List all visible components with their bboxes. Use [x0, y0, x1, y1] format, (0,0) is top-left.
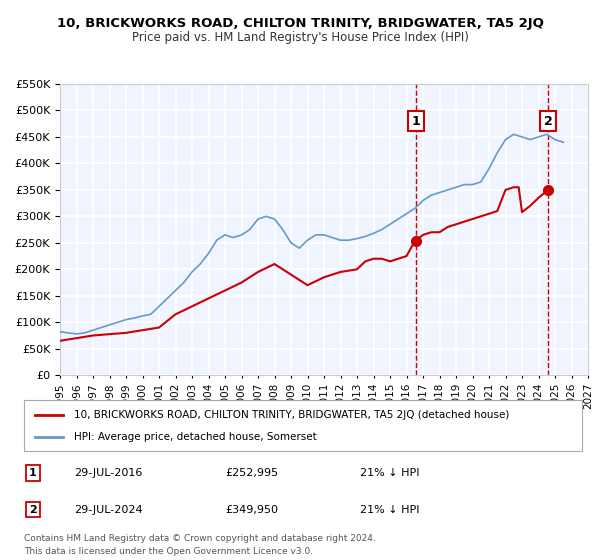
Text: 21% ↓ HPI: 21% ↓ HPI: [360, 468, 420, 478]
Text: Contains HM Land Registry data © Crown copyright and database right 2024.: Contains HM Land Registry data © Crown c…: [24, 534, 376, 543]
Text: 21% ↓ HPI: 21% ↓ HPI: [360, 505, 420, 515]
Text: 29-JUL-2016: 29-JUL-2016: [74, 468, 142, 478]
Text: 10, BRICKWORKS ROAD, CHILTON TRINITY, BRIDGWATER, TA5 2JQ: 10, BRICKWORKS ROAD, CHILTON TRINITY, BR…: [56, 17, 544, 30]
Text: HPI: Average price, detached house, Somerset: HPI: Average price, detached house, Some…: [74, 432, 317, 442]
Text: £252,995: £252,995: [226, 468, 278, 478]
Text: 29-JUL-2024: 29-JUL-2024: [74, 505, 142, 515]
Text: 1: 1: [412, 115, 421, 128]
Text: Price paid vs. HM Land Registry's House Price Index (HPI): Price paid vs. HM Land Registry's House …: [131, 31, 469, 44]
Text: 1: 1: [29, 468, 37, 478]
Text: 2: 2: [29, 505, 37, 515]
Text: 10, BRICKWORKS ROAD, CHILTON TRINITY, BRIDGWATER, TA5 2JQ (detached house): 10, BRICKWORKS ROAD, CHILTON TRINITY, BR…: [74, 409, 509, 419]
Text: £349,950: £349,950: [226, 505, 278, 515]
Text: This data is licensed under the Open Government Licence v3.0.: This data is licensed under the Open Gov…: [24, 547, 313, 556]
Text: 2: 2: [544, 115, 553, 128]
